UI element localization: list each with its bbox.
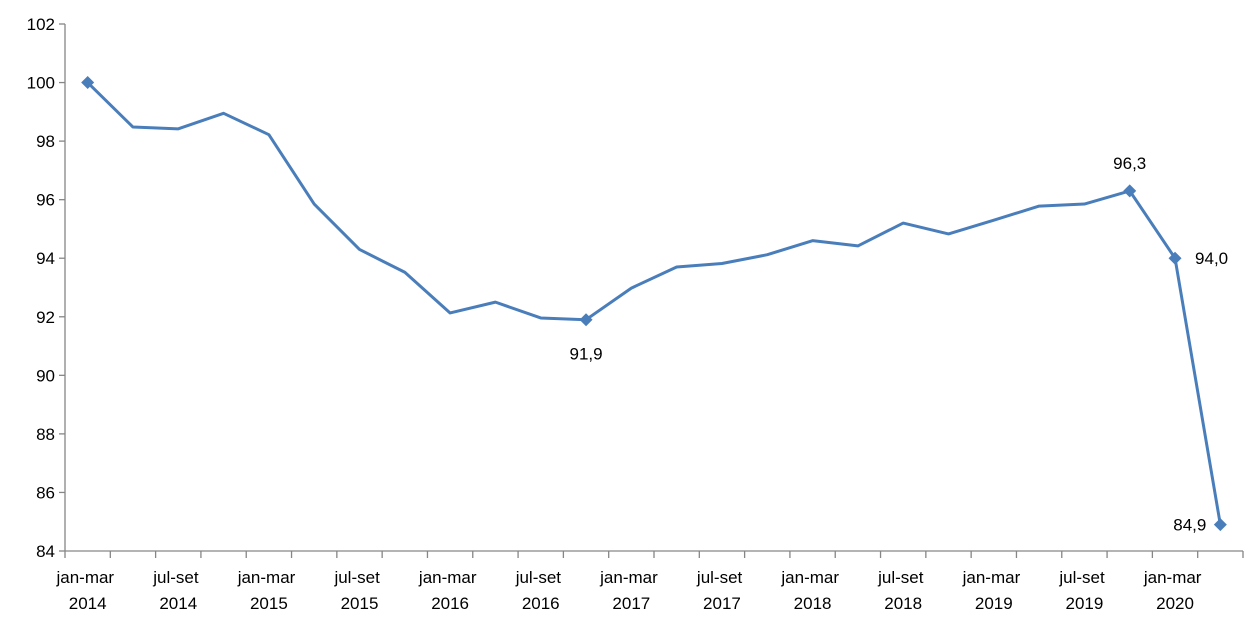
y-tick-label: 102 xyxy=(27,15,55,34)
marker xyxy=(1213,518,1227,532)
marker xyxy=(81,76,95,90)
x-tick-label: jul-set 2014 xyxy=(152,568,203,613)
data-label: 84,9 xyxy=(1173,516,1206,535)
x-tick-label: jan-mar 2020 xyxy=(1143,568,1206,613)
y-tick-label: 94 xyxy=(36,249,55,268)
x-tick-label: jul-set 2016 xyxy=(515,568,566,613)
x-tick-label: jul-set 2018 xyxy=(877,568,928,613)
data-label: 94,0 xyxy=(1195,249,1228,268)
data-label: 91,9 xyxy=(569,345,602,364)
y-tick-label: 100 xyxy=(27,74,55,93)
line xyxy=(86,81,1222,525)
x-tick-label: jan-mar 2018 xyxy=(780,568,843,613)
x-tick-label: jul-set 2019 xyxy=(1058,568,1109,613)
y-tick-label: 98 xyxy=(36,132,55,151)
x-tick-label: jan-mar 2014 xyxy=(55,568,118,613)
x-tick-label: jan-mar 2016 xyxy=(418,568,481,613)
marker xyxy=(1168,251,1182,265)
y-tick-label: 88 xyxy=(36,425,55,444)
x-tick-label: jan-mar 2017 xyxy=(599,568,662,613)
y-tick-label: 96 xyxy=(36,191,55,210)
x-tick-label: jan-mar 2019 xyxy=(962,568,1025,613)
y-tick-label: 92 xyxy=(36,308,55,327)
y-tick-label: 84 xyxy=(36,542,55,561)
marker xyxy=(1123,184,1137,198)
y-tick-label: 90 xyxy=(36,366,55,385)
y-tick-label: 86 xyxy=(36,483,55,502)
marker xyxy=(579,313,593,327)
data-label: 96,3 xyxy=(1113,154,1146,173)
x-tick-label: jul-set 2017 xyxy=(696,568,747,613)
x-tick-label: jul-set 2015 xyxy=(333,568,384,613)
x-tick-label: jan-mar 2015 xyxy=(237,568,300,613)
